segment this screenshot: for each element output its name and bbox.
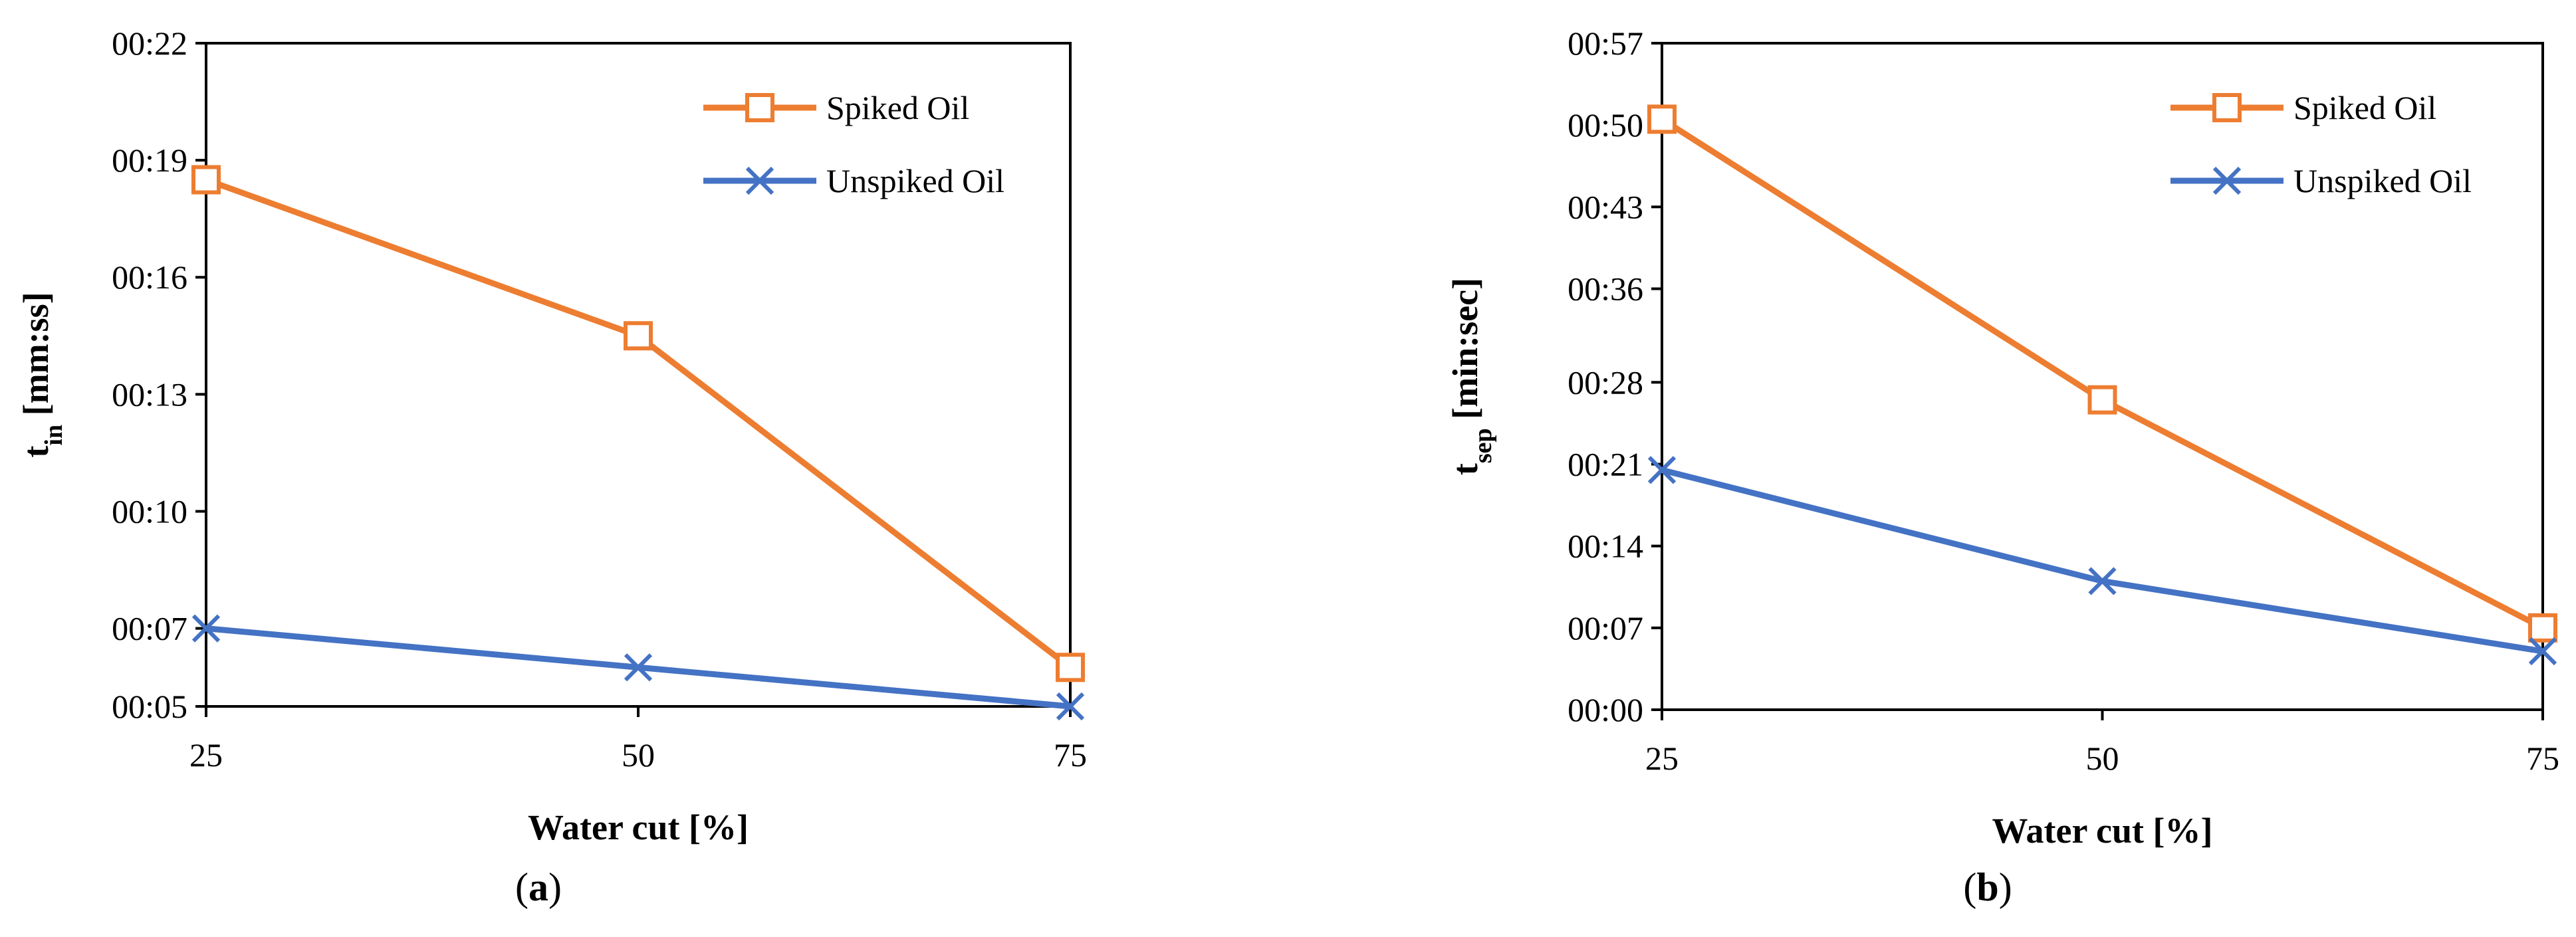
chart-b-y-axis-title: tsep [min:sec] <box>1445 278 1497 475</box>
chart-b-legend-unspiked-marker <box>2212 166 2242 195</box>
chart-a-y-axis-title-subscript: in <box>40 425 68 446</box>
chart-b-y-axis-title-main: t <box>1445 463 1485 475</box>
chart-a-y-tick-label: 00:19 <box>112 142 187 179</box>
chart-a-series-spiked-point <box>191 165 221 195</box>
chart-b-legend-unspiked-label: Unspiked Oil <box>2293 162 2472 199</box>
chart-a-series-unspiked-point-stroke-2 <box>191 614 221 643</box>
chart-b-x-tick-label: 50 <box>2086 740 2119 777</box>
chart-a-plot-frame <box>205 42 1072 708</box>
chart-panel-a: 00:05 00:07 00:10 00:13 00:16 00:19 00:22 25 50 7… <box>16 25 1087 909</box>
chart-a-x-axis-title: Water cut [%] <box>528 807 749 847</box>
chart-a-y-tick-label: 00:22 <box>112 25 187 62</box>
chart-b-series-unspiked-point-stroke-2 <box>1647 456 1677 484</box>
chart-b-series-spiked-point <box>2528 613 2557 643</box>
chart-b-y-tick-label: 00:36 <box>1568 270 1643 308</box>
chart-b-series-unspiked-point <box>2528 637 2557 666</box>
chart-b-legend-spiked-marker <box>2212 93 2242 122</box>
chart-a-caption-open-paren: ( <box>515 865 528 909</box>
chart-a-caption-letter: a <box>528 865 548 909</box>
chart-a-legend-unspiked-marker <box>745 166 774 195</box>
chart-a-series-unspiked-point <box>191 614 221 643</box>
chart-b-y-tick-label: 00:00 <box>1568 691 1643 728</box>
chart-b-y-tick-label: 00:21 <box>1568 445 1643 482</box>
chart-a-x-tick-label: 50 <box>622 736 655 774</box>
chart-panel-b: 00:00 00:07 00:14 00:21 00:28 00:36 00:43 00:50… <box>1445 25 2559 909</box>
chart-b-y-axis-title-unit: [min:sec] <box>1445 278 1485 428</box>
chart-a-series-spiked-line <box>205 177 1072 670</box>
chart-a-legend-spiked-marker <box>745 93 774 122</box>
chart-a-y-tick-label: 00:07 <box>112 610 187 647</box>
chart-b-caption: (b) <box>1963 865 2012 909</box>
chart-a-y-tick-label: 00:05 <box>112 688 187 725</box>
chart-a-y-axis-title: tin [mm:ss] <box>16 292 68 457</box>
chart-a-y-tick-label: 00:16 <box>112 259 187 296</box>
chart-b-series-unspiked-point <box>1647 456 1677 484</box>
chart-a-x-tick-label: 25 <box>189 736 223 774</box>
chart-a-series-unspiked-point-stroke-2 <box>1056 692 1085 721</box>
chart-b-y-tick-label: 00:57 <box>1568 25 1643 62</box>
chart-b-y-tick-label: 00:28 <box>1568 364 1643 401</box>
chart-a-series-spiked-point <box>624 321 653 351</box>
chart-b-series-spiked-point <box>1647 104 1677 134</box>
chart-a-legend-spiked-label: Spiked Oil <box>826 89 969 126</box>
chart-a-caption-close-paren: ) <box>548 865 562 909</box>
chart-b-x-axis-title: Water cut [%] <box>1992 811 2213 851</box>
chart-a-y-tick-label: 00:10 <box>112 492 187 530</box>
chart-b-caption-letter: b <box>1976 865 1998 909</box>
chart-b-caption-close-paren: ) <box>1999 865 2012 909</box>
chart-a-y-tick-label: 00:13 <box>112 375 187 413</box>
chart-b-x-tick-label: 75 <box>2526 740 2559 777</box>
chart-b-x-tick-label: 25 <box>1645 740 1679 777</box>
chart-b-series-spiked-point <box>2087 385 2117 415</box>
chart-a-y-axis-title-main: t <box>16 446 56 458</box>
chart-a-y-axis-title-unit: [mm:ss] <box>16 292 56 424</box>
chart-a-series-spiked-point <box>1056 653 1085 682</box>
chart-b-y-axis-title-subscript: sep <box>1469 428 1497 463</box>
chart-b-legend-unspiked-marker-stroke-2 <box>2212 166 2242 195</box>
chart-a-series-unspiked-point-stroke-2 <box>624 653 653 682</box>
chart-a-legend-unspiked-label: Unspiked Oil <box>826 162 1004 199</box>
chart-b-series-unspiked-point-stroke-2 <box>2088 567 2117 595</box>
chart-b-series-unspiked-point-stroke-2 <box>2528 637 2557 666</box>
chart-a-x-tick-label: 75 <box>1054 736 1087 774</box>
chart-a-series-unspiked-point <box>1056 692 1085 721</box>
chart-b-y-tick-label: 00:14 <box>1568 528 1643 565</box>
chart-b-series-unspiked-point <box>2088 567 2117 595</box>
chart-b-caption-open-paren: ( <box>1963 865 1976 909</box>
chart-b-y-tick-label: 00:50 <box>1568 106 1643 144</box>
chart-a-caption: (a) <box>515 865 562 909</box>
chart-b-y-tick-label: 00:43 <box>1568 188 1643 225</box>
chart-a-legend-unspiked-marker-stroke-2 <box>745 166 774 195</box>
chart-b-y-tick-label: 00:07 <box>1568 609 1643 647</box>
chart-b-legend-spiked-label: Spiked Oil <box>2293 89 2436 126</box>
chart-a-series-unspiked-point <box>624 653 653 682</box>
chart-b-plot-frame <box>1661 42 2544 711</box>
